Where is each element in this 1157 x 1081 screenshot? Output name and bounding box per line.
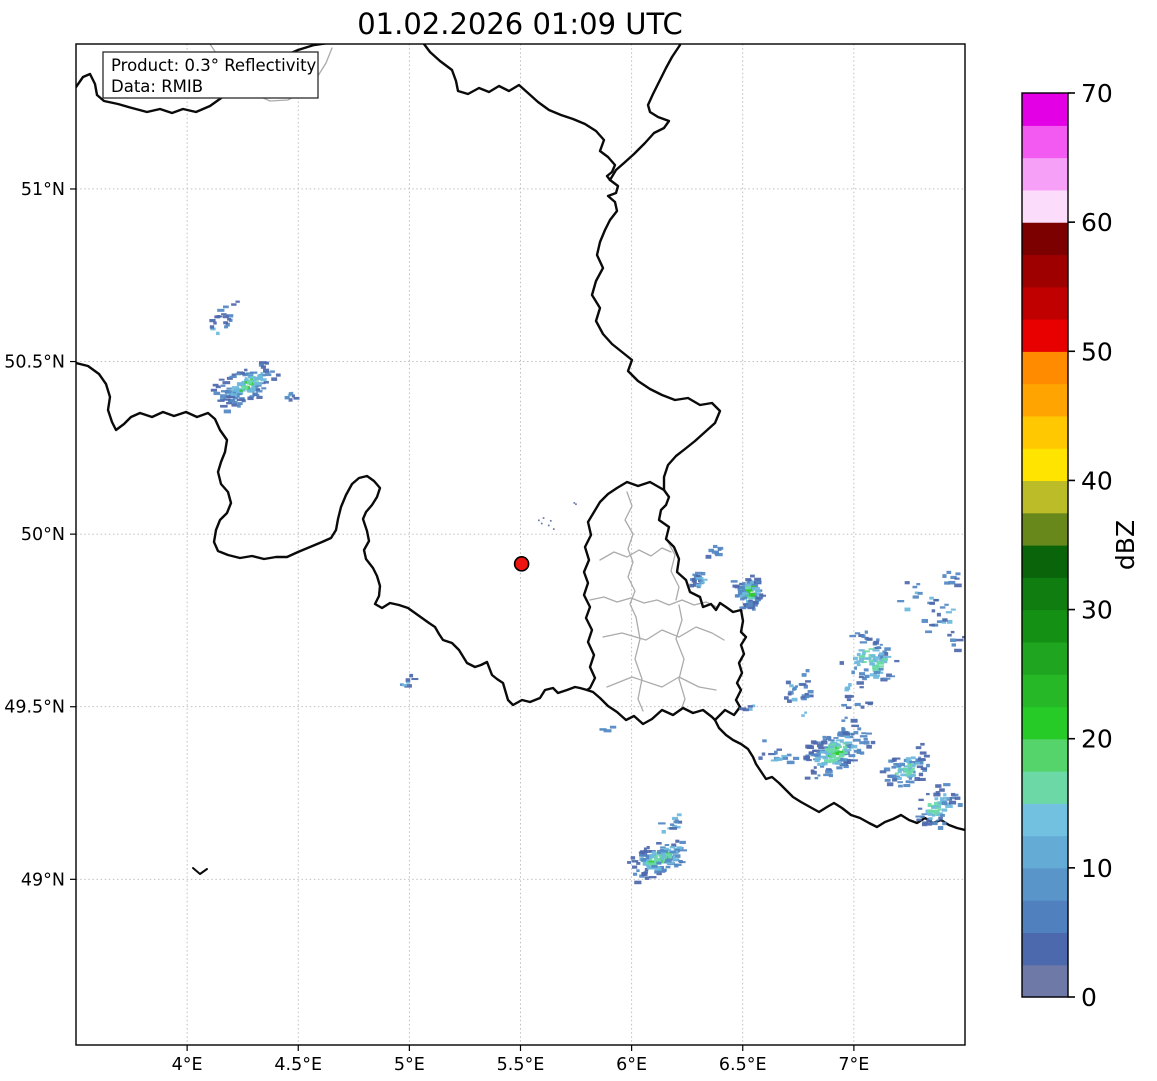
colorbar-tick-label: 10 bbox=[1081, 854, 1113, 883]
echo-cluster-lux-east-core bbox=[730, 574, 767, 611]
echo-cluster-se-band-7 bbox=[783, 669, 814, 717]
echo-cluster-nw-cell-core bbox=[210, 361, 281, 414]
info-box-frame bbox=[102, 51, 319, 99]
luxembourg-outline bbox=[582, 480, 748, 726]
fr-be bbox=[76, 361, 589, 707]
echo-cluster-se-band-1 bbox=[839, 630, 900, 689]
echo-cluster-se-band-6 bbox=[915, 783, 963, 830]
echo-cluster-se-band-4 bbox=[803, 716, 876, 780]
colorbar-tick-labels: 0 10 20 30 40 50 60 70 bbox=[1068, 79, 1113, 1012]
colorbar: 0 10 20 30 40 50 60 70 dBZ bbox=[1021, 79, 1140, 1012]
axis-ticks: 4°E 4.5°E 5°E 5.5°E 6°E 6.5°E 7°E 51°N 50.5°N 50°… bbox=[4, 180, 869, 1075]
lux-canton-4 bbox=[602, 626, 725, 641]
echo-cluster-se-band-9 bbox=[841, 683, 874, 723]
echo-cluster-nw-cell-speck bbox=[284, 391, 300, 402]
colorbar-tick-label: 70 bbox=[1081, 79, 1113, 108]
lux-canton-8 bbox=[666, 539, 680, 601]
lux-canton-2 bbox=[624, 491, 637, 618]
lux-canton-6 bbox=[634, 616, 644, 712]
border-fragment bbox=[192, 867, 208, 875]
x-tick-label: 6.5°E bbox=[719, 1055, 767, 1075]
y-tick-label: 49°N bbox=[21, 870, 65, 890]
be-de bbox=[590, 178, 722, 492]
echo-cluster-se-band-11 bbox=[739, 704, 756, 712]
echo-cluster-lux-sw-specks bbox=[599, 725, 617, 733]
lux-canton-7 bbox=[675, 604, 686, 711]
y-tick-label: 50.5°N bbox=[4, 353, 65, 373]
colorbar-tick-label: 50 bbox=[1081, 337, 1113, 366]
y-tick-label: 51°N bbox=[21, 180, 65, 200]
echo-cluster-center-dots bbox=[537, 517, 555, 530]
gridlines bbox=[76, 44, 965, 1045]
product-label: Product: 0.3° Reflectivity bbox=[111, 56, 317, 75]
x-tick-label: 4°E bbox=[172, 1055, 203, 1075]
echo-cluster-se-band-2 bbox=[897, 581, 956, 634]
echo-cluster-lux-north-speck bbox=[705, 544, 724, 559]
lux-canton-3 bbox=[589, 596, 718, 608]
echo-cluster-nw-cell-fringe bbox=[209, 300, 240, 336]
echo-cluster-se-band-10 bbox=[947, 630, 965, 653]
y-tick-label: 50°N bbox=[21, 525, 65, 545]
product-info-box: Product: 0.3° Reflectivity Data: RMIB bbox=[102, 51, 319, 99]
region-borders bbox=[209, 44, 725, 712]
echo-cluster-west-specks bbox=[399, 673, 419, 688]
colorbar-tick-label: 30 bbox=[1081, 596, 1113, 625]
echo-cluster-center-dots-2 bbox=[573, 502, 577, 506]
radar-site-marker bbox=[513, 556, 530, 572]
echo-cluster-se-band-5 bbox=[879, 742, 930, 788]
echo-cluster-south-cell-fringe bbox=[658, 813, 683, 834]
nl-de bbox=[608, 44, 682, 182]
echo-cluster-se-band-8 bbox=[758, 739, 800, 765]
echo-cluster-south-cell-core bbox=[627, 839, 688, 885]
x-tick-label: 5°E bbox=[394, 1055, 425, 1075]
plot-title: 01.02.2026 01:09 UTC bbox=[357, 7, 683, 41]
x-tick-label: 5.5°E bbox=[497, 1055, 545, 1075]
country-borders bbox=[76, 44, 965, 875]
colorbar-frame bbox=[1021, 92, 1069, 998]
be-nl-east bbox=[422, 44, 617, 182]
x-tick-label: 4.5°E bbox=[274, 1055, 322, 1075]
colorbar-tick-label: 0 bbox=[1081, 983, 1097, 1012]
x-tick-label: 6°E bbox=[616, 1055, 647, 1075]
x-tick-label: 7°E bbox=[838, 1055, 869, 1075]
echo-cluster-se-band-3 bbox=[942, 570, 962, 588]
data-source-label: Data: RMIB bbox=[111, 77, 203, 96]
colorbar-scale bbox=[1022, 93, 1068, 998]
colorbar-tick-label: 60 bbox=[1081, 208, 1113, 237]
fr-de bbox=[713, 718, 965, 832]
colorbar-title: dBZ bbox=[1111, 520, 1140, 570]
colorbar-tick-label: 20 bbox=[1081, 725, 1113, 754]
y-tick-label: 49.5°N bbox=[4, 698, 65, 718]
echo-cluster-lux-east-west-patch bbox=[689, 571, 708, 589]
radar-echo-layer bbox=[209, 300, 965, 885]
lux-canton-5 bbox=[606, 676, 717, 691]
map-content bbox=[76, 44, 965, 885]
lux-canton-1 bbox=[599, 547, 672, 561]
colorbar-tick-label: 40 bbox=[1081, 466, 1113, 495]
